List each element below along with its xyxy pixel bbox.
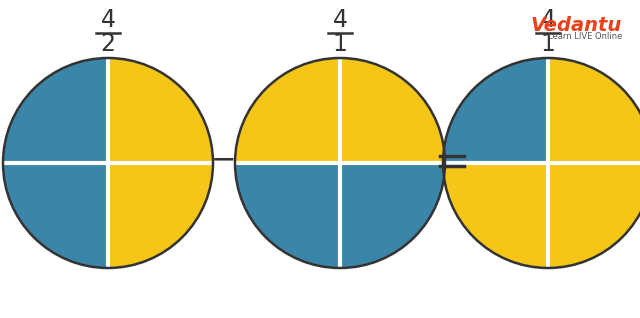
Wedge shape [548,58,640,163]
Text: 1: 1 [541,32,556,56]
Text: Learn LIVE Online: Learn LIVE Online [548,32,622,41]
Text: 4: 4 [541,8,556,32]
Wedge shape [108,163,213,268]
Wedge shape [443,58,548,163]
Wedge shape [108,58,213,163]
Text: 4: 4 [100,8,115,32]
Wedge shape [340,58,445,163]
Wedge shape [340,163,445,268]
Text: 4: 4 [333,8,348,32]
Wedge shape [3,58,108,163]
Text: −: − [211,146,237,175]
Wedge shape [3,163,108,268]
Text: 2: 2 [100,32,115,56]
Wedge shape [443,163,548,268]
Text: Vedantu: Vedantu [531,16,622,35]
Wedge shape [548,163,640,268]
Text: 1: 1 [333,32,348,56]
Wedge shape [235,58,340,163]
Wedge shape [235,163,340,268]
